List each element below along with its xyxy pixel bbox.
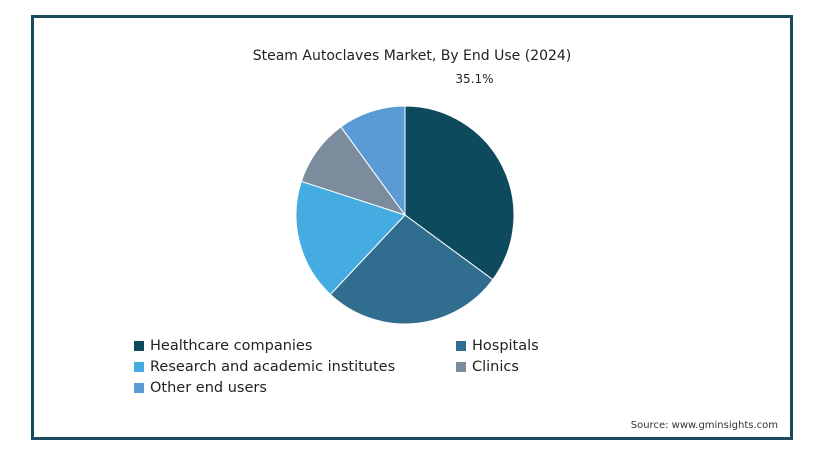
legend-label: Other end users bbox=[150, 380, 267, 396]
chart-title: Steam Autoclaves Market, By End Use (202… bbox=[252, 48, 572, 64]
legend-label: Healthcare companies bbox=[150, 338, 313, 354]
pie-slice-research-and-academic-institutes bbox=[295, 180, 406, 296]
legend-label: Research and academic institutes bbox=[150, 359, 396, 375]
legend-item-other-end-users: Other end users bbox=[134, 380, 267, 396]
legend-label: Hospitals bbox=[472, 338, 539, 354]
legend-swatch bbox=[456, 341, 466, 351]
pie-slice-hospitals bbox=[329, 214, 494, 325]
legend-swatch bbox=[134, 383, 144, 393]
pie-slice-healthcare-companies bbox=[404, 105, 515, 281]
legend-item-healthcare-companies: Healthcare companies bbox=[134, 338, 312, 354]
legend-item-research-institutes: Research and academic institutes bbox=[134, 359, 395, 375]
pie-chart: 35.1% bbox=[295, 72, 515, 325]
legend-swatch bbox=[134, 362, 144, 372]
legend-label: Clinics bbox=[472, 359, 519, 375]
legend-item-clinics: Clinics bbox=[456, 359, 519, 375]
pie-slice-other-end-users bbox=[340, 105, 406, 217]
legend-item-hospitals: Hospitals bbox=[456, 338, 539, 354]
legend-swatch bbox=[456, 362, 466, 372]
chart-frame: Steam Autoclaves Market, By End Use (202… bbox=[31, 15, 793, 440]
legend-swatch bbox=[134, 341, 144, 351]
data-label: 35.1% bbox=[455, 72, 493, 86]
source-note: Source: www.gminsights.com bbox=[630, 420, 778, 431]
